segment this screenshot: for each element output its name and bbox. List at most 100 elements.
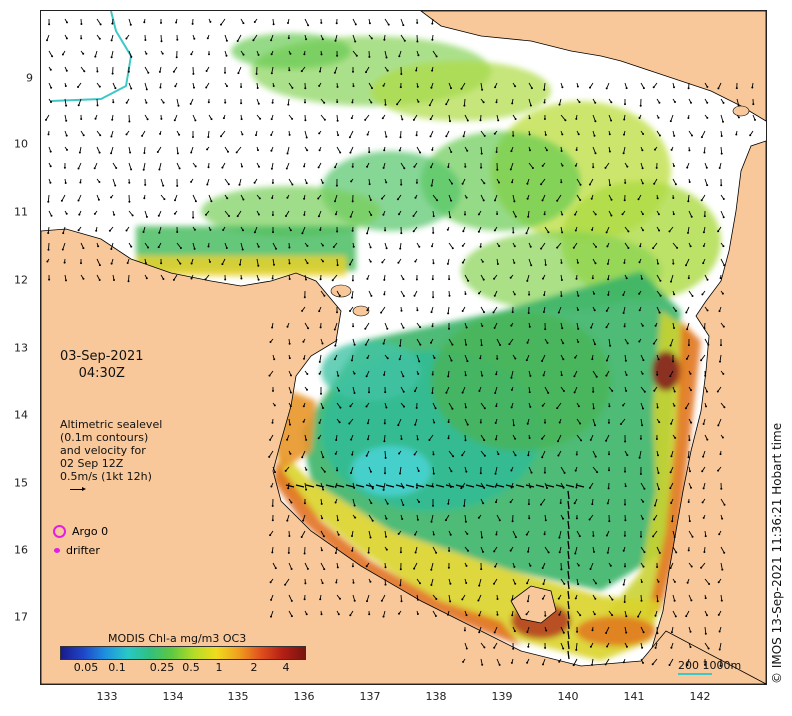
velocity-arrow-head	[255, 134, 257, 137]
velocity-arrow	[375, 484, 385, 488]
velocity-arrow-head	[610, 119, 613, 122]
velocity-arrow-head	[307, 24, 310, 27]
velocity-arrow-head	[351, 279, 354, 282]
velocity-arrow-head	[367, 551, 370, 554]
velocity-arrow-head	[227, 183, 230, 186]
velocity-arrow	[541, 354, 546, 362]
velocity-arrow-head	[322, 407, 324, 409]
velocity-arrow-head	[511, 520, 514, 523]
altimetry-line: Altimetric sealevel	[60, 418, 163, 431]
velocity-arrow	[78, 194, 82, 201]
velocity-arrow-head	[432, 262, 435, 265]
velocity-arrow-head	[336, 311, 338, 314]
velocity-arrow-head	[669, 487, 672, 490]
velocity-arrow-head	[560, 181, 563, 184]
velocity-arrow-head	[445, 391, 448, 394]
velocity-arrow-head	[351, 565, 354, 568]
velocity-arrow-head	[595, 375, 598, 378]
velocity-arrow-head	[450, 151, 453, 153]
velocity-arrow-head	[400, 309, 403, 312]
velocity-arrow-head	[673, 86, 675, 89]
velocity-arrow-head	[114, 184, 117, 187]
velocity-arrow-head	[46, 260, 49, 263]
velocity-arrow-head	[594, 262, 597, 265]
velocity-arrow-head	[706, 101, 709, 104]
velocity-arrow	[304, 482, 307, 490]
velocity-arrow-head	[451, 182, 453, 185]
velocity-arrow-head	[701, 470, 704, 473]
velocity-arrow-head	[415, 406, 418, 409]
velocity-arrow-head	[529, 486, 532, 489]
velocity-arrow-head	[514, 85, 517, 88]
velocity-arrow-head	[717, 424, 720, 427]
velocity-arrow-head	[641, 324, 644, 327]
velocity-arrow-head	[594, 597, 597, 600]
velocity-arrow-head	[402, 326, 405, 329]
velocity-arrow-head	[465, 564, 468, 567]
velocity-arrow-head	[700, 566, 703, 569]
velocity-arrow-head	[624, 181, 627, 184]
velocity-arrow-head	[349, 263, 351, 266]
velocity-arrow-head	[77, 104, 80, 107]
velocity-arrow-head	[94, 117, 97, 120]
velocity-arrow	[567, 600, 570, 610]
velocity-arrow-head	[207, 245, 210, 248]
velocity-arrow-head	[323, 101, 326, 104]
velocity-arrow-head	[641, 424, 644, 427]
velocity-arrow-head	[622, 312, 625, 314]
velocity-arrow-head	[720, 184, 723, 187]
velocity-arrow-head	[749, 134, 752, 137]
velocity-arrow-head	[445, 135, 448, 138]
map-panel[interactable]	[40, 10, 767, 685]
velocity-arrow-head	[638, 340, 641, 343]
velocity-arrow	[480, 82, 483, 90]
velocity-arrow-head	[721, 436, 724, 439]
velocity-arrow	[640, 418, 643, 426]
velocity-arrow	[350, 210, 354, 217]
velocity-arrow-head	[542, 663, 544, 666]
velocity-arrow-head	[108, 229, 111, 232]
velocity-arrow-head	[380, 311, 383, 314]
velocity-arrow-head	[525, 533, 528, 536]
velocity-arrow	[429, 434, 434, 441]
velocity-arrow-head	[386, 69, 389, 72]
velocity-arrow-head	[702, 231, 705, 234]
velocity-arrow-head	[544, 646, 547, 649]
velocity-arrow	[480, 434, 485, 441]
velocity-arrow-head	[540, 183, 543, 186]
velocity-arrow-head	[157, 246, 160, 249]
velocity-arrow-head	[722, 198, 725, 200]
velocity-arrow-head	[685, 311, 688, 314]
velocity-arrow-head	[113, 213, 116, 216]
velocity-arrow-head	[190, 151, 193, 154]
velocity-arrow	[589, 178, 594, 185]
velocity-arrow-head	[493, 631, 496, 634]
velocity-arrow-head	[398, 612, 400, 615]
velocity-arrow-head	[574, 356, 577, 359]
y-tick-label: 11	[14, 205, 28, 219]
velocity-arrow-head	[354, 40, 357, 43]
velocity-arrow-head	[415, 134, 418, 137]
velocity-arrow-head	[320, 549, 323, 552]
velocity-arrow-head	[499, 344, 502, 346]
velocity-arrow-head	[447, 421, 450, 423]
velocity-arrow	[380, 306, 386, 313]
argo-label: Argo 0	[72, 525, 109, 538]
velocity-arrow-head	[364, 118, 367, 121]
velocity-arrow-head	[640, 535, 642, 538]
velocity-arrow-head	[688, 181, 691, 183]
velocity-arrow-head	[332, 246, 335, 248]
velocity-arrow-head	[49, 165, 52, 168]
velocity-arrow-head	[574, 164, 577, 167]
velocity-arrow-head	[191, 22, 194, 25]
velocity-arrow-head	[97, 198, 100, 201]
velocity-arrow-head	[323, 470, 326, 473]
velocity-arrow	[288, 594, 293, 602]
velocity-arrow-head	[643, 487, 646, 490]
velocity-arrow-head	[721, 517, 724, 520]
velocity-arrow-head	[402, 24, 405, 27]
velocity-arrow-head	[557, 597, 560, 600]
velocity-arrow-head	[592, 534, 595, 537]
velocity-arrow-head	[417, 470, 420, 472]
velocity-arrow	[415, 484, 425, 488]
